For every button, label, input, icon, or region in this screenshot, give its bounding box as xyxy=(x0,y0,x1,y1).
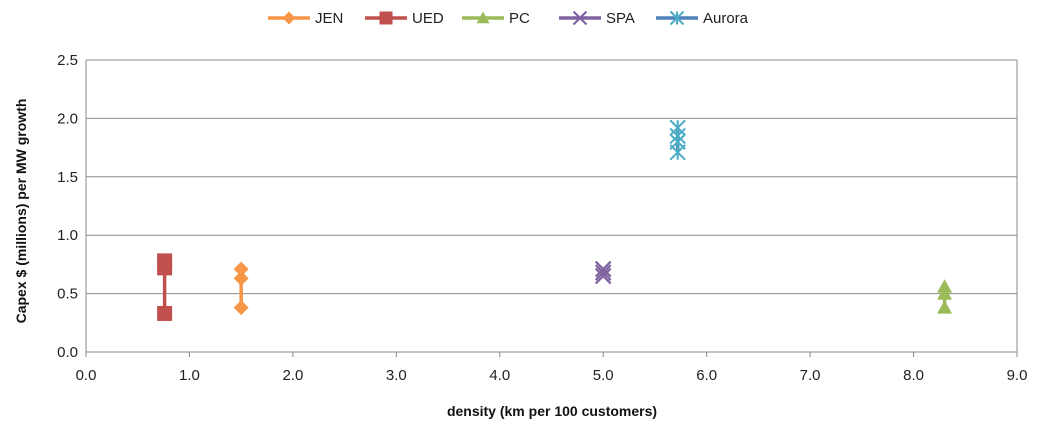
y-tick-label: 0.5 xyxy=(57,286,78,303)
legend-item-pc: PC xyxy=(462,10,530,27)
legend-item-aurora: Aurora xyxy=(656,10,749,27)
data-point-pc xyxy=(937,286,953,300)
gridlines xyxy=(85,59,1018,353)
data-point-pc xyxy=(937,300,953,314)
legend-item-ued: UED xyxy=(365,10,444,27)
legend-label: SPA xyxy=(606,10,635,27)
legend-label: Aurora xyxy=(703,10,749,27)
data-point-aurora xyxy=(669,119,686,136)
plot-area xyxy=(157,119,953,321)
data-point-spa xyxy=(594,264,612,281)
series-ued xyxy=(157,253,173,321)
series-spa xyxy=(594,260,612,285)
data-point-jen xyxy=(233,270,249,286)
data-point-jen xyxy=(233,300,249,316)
legend-marker-icon xyxy=(476,11,490,24)
x-tick-label: 0.0 xyxy=(76,367,97,384)
legend-label: PC xyxy=(509,10,530,27)
series-jen xyxy=(233,261,249,316)
data-point-jen xyxy=(233,261,249,277)
x-tick-label: 9.0 xyxy=(1007,367,1028,384)
data-point-ued xyxy=(157,253,173,269)
y-axis-title: Capex $ (millions) per MW growth xyxy=(13,99,29,324)
y-tick-label: 0.0 xyxy=(57,344,78,361)
x-tick-label: 8.0 xyxy=(903,367,924,384)
y-axis-ticks: 0.0 0.5 1.0 1.5 2.0 2.5 xyxy=(57,52,78,361)
x-tick-label: 1.0 xyxy=(179,367,200,384)
legend-marker-icon xyxy=(379,11,393,25)
data-point-spa xyxy=(594,267,612,285)
x-axis-ticks: 0.0 1.0 2.0 3.0 4.0 5.0 6.0 7.0 8.0 9.0 xyxy=(76,352,1028,384)
data-point-ued xyxy=(157,305,173,321)
y-tick-label: 1.5 xyxy=(57,169,78,186)
x-tick-label: 5.0 xyxy=(593,367,614,384)
data-point-pc xyxy=(937,279,953,293)
y-tick-label: 1.0 xyxy=(57,227,78,244)
x-tick-label: 7.0 xyxy=(800,367,821,384)
legend-item-jen: JEN xyxy=(268,10,343,27)
legend-marker-icon xyxy=(282,11,296,25)
legend-item-spa: SPA xyxy=(559,10,635,27)
legend-label: JEN xyxy=(315,10,343,27)
series-aurora xyxy=(669,119,686,161)
data-point-spa xyxy=(594,260,612,278)
y-tick-label: 2.0 xyxy=(57,110,78,127)
legend-marker-icon xyxy=(572,10,588,26)
x-tick-label: 6.0 xyxy=(696,367,717,384)
x-tick-label: 4.0 xyxy=(489,367,510,384)
y-tick-label: 2.5 xyxy=(57,52,78,69)
series-pc xyxy=(937,279,953,314)
legend: JEN UED PC SPA Aurora xyxy=(268,10,749,27)
legend-label: UED xyxy=(412,10,444,27)
legend-marker-icon xyxy=(669,10,685,26)
x-tick-label: 3.0 xyxy=(386,367,407,384)
x-tick-label: 2.0 xyxy=(282,367,303,384)
x-axis-title: density (km per 100 customers) xyxy=(447,403,657,419)
